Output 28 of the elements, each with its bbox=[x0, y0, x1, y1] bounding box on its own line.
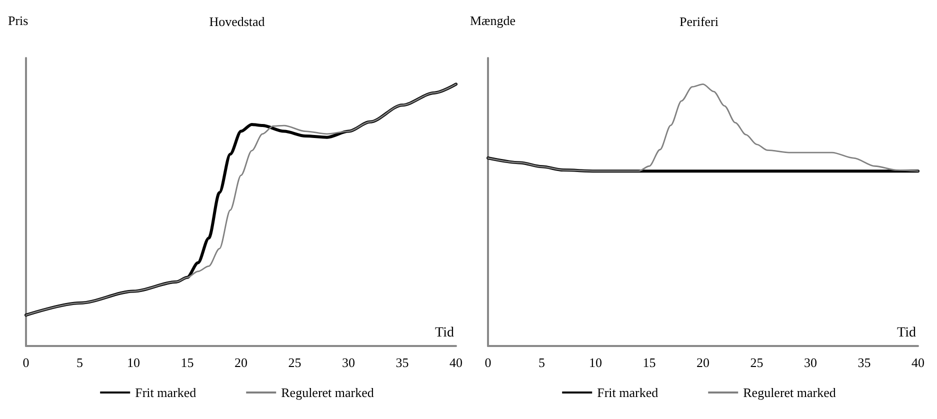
x-tick-label: 25 bbox=[750, 355, 764, 370]
x-tick-label: 40 bbox=[450, 355, 462, 370]
y-axis-title: Mængde bbox=[470, 13, 516, 28]
x-tick-label: 15 bbox=[642, 355, 656, 370]
x-axis-title: Tid bbox=[897, 326, 916, 340]
x-tick-label: 5 bbox=[538, 355, 545, 370]
x-tick-label: 10 bbox=[589, 355, 602, 370]
x-tick-label: 30 bbox=[342, 355, 355, 370]
x-tick-label: 40 bbox=[912, 355, 924, 370]
chart-title: Periferi bbox=[680, 14, 719, 29]
legend-label: Frit marked bbox=[597, 385, 659, 400]
chart-title: Hovedstad bbox=[209, 14, 266, 29]
x-tick-label: 30 bbox=[804, 355, 817, 370]
legend-label: Frit marked bbox=[135, 385, 197, 400]
x-tick-label: 35 bbox=[396, 355, 409, 370]
x-tick-label: 5 bbox=[76, 355, 83, 370]
x-tick-label: 35 bbox=[858, 355, 871, 370]
x-tick-label: 25 bbox=[288, 355, 302, 370]
legend-label: Reguleret marked bbox=[743, 385, 836, 400]
x-tick-label: 20 bbox=[234, 355, 248, 370]
x-axis-title: Tid bbox=[435, 326, 454, 340]
x-tick-label: 15 bbox=[180, 355, 194, 370]
y-axis-title: Pris bbox=[8, 13, 28, 28]
x-tick-label: 20 bbox=[696, 355, 710, 370]
x-tick-label: 10 bbox=[127, 355, 140, 370]
x-tick-label: 0 bbox=[484, 355, 492, 370]
legend-label: Reguleret marked bbox=[281, 385, 374, 400]
x-tick-label: 0 bbox=[22, 355, 30, 370]
